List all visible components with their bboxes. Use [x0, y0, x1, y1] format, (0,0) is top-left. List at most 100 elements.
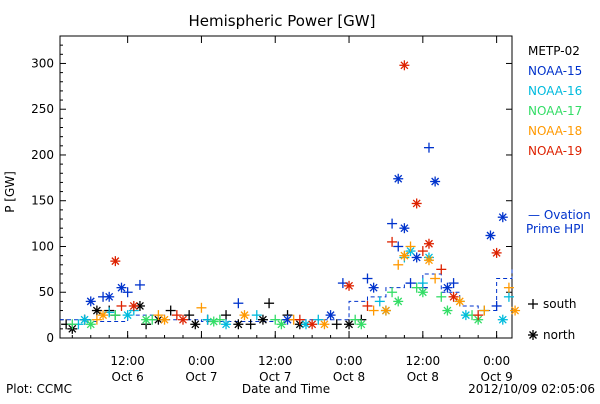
- footer-timestamp: 2012/10/09 02:05:06: [468, 382, 595, 396]
- point-south-noaa-18: [503, 282, 514, 293]
- marker-key: south north: [528, 297, 577, 342]
- point-north-noaa-18: [319, 319, 330, 330]
- point-north-noaa-17: [141, 314, 152, 325]
- point-north-noaa-16: [79, 314, 90, 325]
- point-south-noaa-16: [313, 314, 324, 325]
- x-tick-label-date: Oct 7: [259, 370, 291, 384]
- point-south-noaa-15: [122, 287, 133, 298]
- point-north-noaa-19: [177, 314, 188, 325]
- x-tick-label-date: Oct 8: [407, 370, 439, 384]
- x-tick-label-date: Oct 6: [112, 370, 144, 384]
- point-north-noaa-15: [85, 296, 96, 307]
- point-south-noaa-19: [116, 300, 127, 311]
- point-south-noaa-18: [393, 259, 404, 270]
- point-south-noaa-17: [387, 287, 398, 298]
- point-north-noaa-18: [510, 305, 521, 316]
- x-tick-label-date: Oct 7: [185, 370, 217, 384]
- point-north-metp-02: [344, 319, 355, 330]
- point-north-noaa-19: [110, 256, 121, 267]
- x-tick-label-date: Oct 9: [481, 370, 513, 384]
- y-tick-label: 100: [31, 239, 54, 253]
- point-north-noaa-18: [98, 310, 109, 321]
- point-north-noaa-15: [368, 282, 379, 293]
- point-north-noaa-16: [122, 310, 133, 321]
- point-south-noaa-15: [423, 142, 434, 153]
- point-north-noaa-15: [411, 252, 422, 263]
- x-tick-label-time: 0:00: [188, 354, 215, 368]
- point-south-noaa-17: [67, 319, 78, 330]
- point-south-noaa-18: [405, 241, 416, 252]
- point-north-noaa-15: [116, 282, 127, 293]
- point-north-noaa-15: [393, 173, 404, 184]
- point-south-noaa-18: [153, 310, 164, 321]
- point-south-noaa-15: [387, 218, 398, 229]
- x-tick-label-time: 12:00: [110, 354, 145, 368]
- point-south-noaa-18: [368, 305, 379, 316]
- point-south-noaa-19: [436, 264, 447, 275]
- x-tick-label-date: Oct 8: [333, 370, 365, 384]
- point-south-noaa-15: [362, 273, 373, 284]
- point-south-noaa-19: [417, 246, 428, 257]
- point-south-noaa-19: [294, 314, 305, 325]
- point-south-noaa-16: [417, 278, 428, 289]
- point-south-metp-02: [184, 310, 195, 321]
- point-south-metp-02: [245, 319, 256, 330]
- y-tick-label: 50: [39, 285, 54, 299]
- point-south-noaa-19: [473, 310, 484, 321]
- legend: METP-02 NOAA-15 NOAA-16 NOAA-17 NOAA-18 NOAA-…: [528, 44, 582, 158]
- y-tick-label: 0: [46, 331, 54, 345]
- point-north-noaa-15: [497, 212, 508, 223]
- point-south-metp-02: [221, 310, 232, 321]
- point-north-noaa-15: [485, 230, 496, 241]
- legend-entry: NOAA-15: [528, 64, 582, 78]
- point-north-metp-02: [190, 319, 201, 330]
- point-north-noaa-18: [159, 314, 170, 325]
- point-south-metp-02: [165, 305, 176, 316]
- point-north-noaa-17: [393, 296, 404, 307]
- x-tick-label-time: 0:00: [336, 354, 363, 368]
- point-south-noaa-15: [134, 279, 145, 290]
- point-north-metp-02: [257, 314, 268, 325]
- point-north-noaa-19: [307, 319, 318, 330]
- point-north-noaa-19: [344, 280, 355, 291]
- legend-entry: NOAA-17: [528, 104, 582, 118]
- point-north-noaa-17: [208, 316, 219, 327]
- ovation-legend-line2: Prime HPI: [526, 222, 584, 236]
- x-tick-label-time: 12:00: [258, 354, 293, 368]
- point-north-noaa-19: [411, 198, 422, 209]
- x-tick-label-time: 0:00: [483, 354, 510, 368]
- y-tick-label: 200: [31, 148, 54, 162]
- point-south-noaa-17: [350, 314, 361, 325]
- point-south-noaa-15: [491, 300, 502, 311]
- ovation-legend-line1: — Ovation: [528, 208, 591, 222]
- marker-key-label: south: [543, 297, 577, 311]
- point-north-noaa-19: [491, 247, 502, 258]
- point-north-noaa-15: [430, 176, 441, 187]
- x-tick-label-time: 12:00: [406, 354, 441, 368]
- point-north-noaa-15: [325, 310, 336, 321]
- point-south-noaa-16: [503, 291, 514, 302]
- point-north-noaa-19: [423, 238, 434, 249]
- point-south-noaa-18: [430, 273, 441, 284]
- point-north-noaa-18: [423, 255, 434, 266]
- point-north-noaa-17: [85, 319, 96, 330]
- point-south-noaa-19: [171, 310, 182, 321]
- point-north-noaa-18: [380, 305, 391, 316]
- x-axis-label: Date and Time: [242, 382, 330, 396]
- point-north-noaa-15: [399, 223, 410, 234]
- point-north-noaa-19: [128, 300, 139, 311]
- point-north-noaa-18: [399, 250, 410, 261]
- point-north-noaa-18: [454, 296, 465, 307]
- y-tick-label: 300: [31, 56, 54, 70]
- point-south-noaa-15: [233, 298, 244, 309]
- point-south-noaa-17: [214, 314, 225, 325]
- y-tick-label: 150: [31, 194, 54, 208]
- legend-entry: NOAA-18: [528, 124, 582, 138]
- point-south-noaa-17: [436, 291, 447, 302]
- point-south-noaa-15: [448, 278, 459, 289]
- point-south-noaa-19: [362, 300, 373, 311]
- point-south-noaa-17: [110, 310, 121, 321]
- point-north-noaa-18: [239, 310, 250, 321]
- point-south-metp-02: [264, 298, 275, 309]
